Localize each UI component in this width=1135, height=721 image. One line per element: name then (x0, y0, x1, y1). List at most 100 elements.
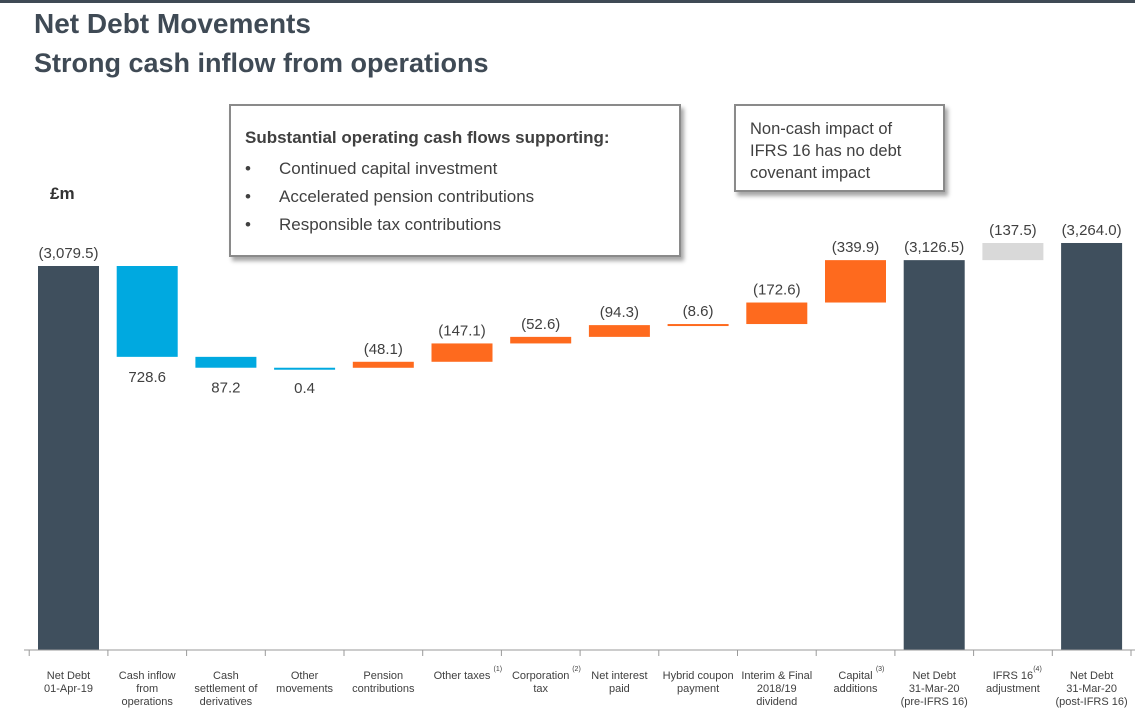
waterfall-bar (667, 324, 729, 327)
category-label-line: settlement of (194, 683, 258, 695)
waterfall-bar (116, 266, 178, 357)
top-rule (0, 0, 1135, 3)
ifrs16-callout-line: Non-cash impact of (750, 120, 893, 138)
category-label-line: Cash (213, 670, 239, 682)
category-label-line: Other (291, 670, 319, 682)
category-label-line: Interim & Final (741, 670, 812, 682)
waterfall-bar (431, 343, 493, 362)
value-label: 0.4 (294, 380, 315, 397)
footnote-marker: (3) (876, 666, 885, 673)
ifrs16-callout-line: IFRS 16 has no debt (750, 142, 902, 160)
waterfall-bar (274, 367, 336, 370)
callout-list: • Continued capital investment • Accelerat… (245, 155, 665, 239)
page-title: Net Debt Movements (34, 8, 311, 39)
category-label-line: operations (122, 696, 174, 708)
category-label: Net Debt 31-Mar-20 (post-IFRS 16) (1056, 670, 1128, 708)
waterfall-bar (38, 266, 99, 650)
callout-item: • Continued capital investment (245, 155, 665, 183)
category-label-line: Corporation (512, 670, 569, 682)
waterfall-bar (903, 260, 965, 650)
category-label-line: dividend (756, 696, 797, 708)
callout-title: Substantial operating cash flows support… (245, 128, 610, 147)
category-label: Cash inflow from operations (119, 670, 176, 708)
category-label: Pension contributions (352, 670, 415, 695)
category-label: Corporation tax (512, 670, 569, 695)
category-label: Net Debt 31-Mar-20 (pre-IFRS 16) (901, 670, 968, 708)
category-label-line: adjustment (986, 683, 1040, 695)
bullet-glyph: • (245, 159, 251, 178)
category-label-line: Cash inflow (119, 670, 176, 682)
category-label-line: 31-Mar-20 (909, 683, 960, 695)
category-label-line: Pension (363, 670, 403, 682)
bullet-glyph: • (245, 187, 251, 206)
unit-label: £m (50, 184, 75, 203)
ifrs16-callout: Non-cash impact of IFRS 16 has no debt c… (734, 104, 945, 192)
waterfall-bar (825, 260, 886, 303)
value-label: (172.6) (753, 282, 801, 299)
footnote-marker: (2) (572, 666, 581, 673)
category-label-line: (pre-IFRS 16) (901, 696, 968, 708)
footnote-marker: (4) (1033, 666, 1042, 673)
callout-item: • Responsible tax contributions (245, 211, 665, 239)
category-label: Cash settlement of derivatives (194, 670, 258, 708)
value-label: (48.1) (364, 341, 403, 358)
waterfall-bar (510, 336, 572, 344)
value-label: (339.9) (832, 239, 880, 256)
category-label-line: (post-IFRS 16) (1056, 696, 1128, 708)
category-label-line: movements (276, 683, 333, 695)
category-label: Net Debt 01-Apr-19 (44, 670, 93, 695)
value-label: (3,126.5) (904, 239, 964, 256)
category-label: Other taxes (434, 670, 491, 682)
operating-cashflow-callout: Substantial operating cash flows support… (229, 104, 681, 257)
value-label: (8.6) (683, 303, 714, 320)
category-label-line: additions (833, 683, 878, 695)
category-label-line: Hybrid coupon (663, 670, 734, 682)
category-label-line: 01-Apr-19 (44, 683, 93, 695)
bars-layer (38, 242, 1123, 651)
page-subtitle: Strong cash inflow from operations (34, 48, 489, 78)
bullet-glyph: • (245, 215, 251, 234)
category-label-line: Net Debt (47, 670, 90, 682)
callout-item: • Accelerated pension contributions (245, 183, 665, 211)
category-label: IFRS 16 adjustment (986, 670, 1040, 695)
category-label-line: derivatives (200, 696, 253, 708)
category-label-line: IFRS 16 (993, 670, 1033, 682)
category-label-line: Net interest (591, 670, 647, 682)
value-label: (3,079.5) (38, 245, 98, 262)
callout-item-text: Responsible tax contributions (279, 215, 502, 234)
callout-item-text: Accelerated pension contributions (279, 187, 535, 206)
value-label: (147.1) (438, 322, 486, 339)
category-label: Net interest paid (591, 670, 647, 695)
category-label-line: Other taxes (434, 670, 491, 682)
value-label: (3,264.0) (1062, 222, 1122, 239)
value-label: (94.3) (600, 304, 639, 321)
callout-item-text: Continued capital investment (279, 159, 498, 178)
value-label: 728.6 (128, 369, 166, 386)
category-label-line: 2018/19 (757, 683, 797, 695)
waterfall-bar (1061, 242, 1123, 651)
category-label-line: payment (677, 683, 719, 695)
waterfall-bar (195, 356, 257, 368)
waterfall-bar (352, 361, 414, 368)
category-label-line: Net Debt (1070, 670, 1113, 682)
value-label: (52.6) (521, 316, 560, 333)
waterfall-bar (746, 302, 808, 325)
category-label-line: 31-Mar-20 (1066, 683, 1117, 695)
value-labels: (3,079.5) 728.6 87.2 0.4 (48.1) (147.1) (52.6)… (38, 222, 1121, 397)
waterfall-bar (588, 325, 650, 337)
category-label: Hybrid coupon payment (663, 670, 734, 695)
category-label-line: contributions (352, 683, 415, 695)
category-label-line: Capital (838, 670, 872, 682)
category-label-line: paid (609, 683, 630, 695)
category-label-line: tax (533, 683, 548, 695)
value-label: 87.2 (211, 380, 240, 397)
ifrs16-callout-line: covenant impact (750, 164, 871, 182)
category-label: Capital additions (833, 670, 878, 695)
category-label: Other movements (276, 670, 333, 695)
waterfall-bar (982, 242, 1044, 261)
footnote-marker: (1) (494, 666, 503, 673)
category-label-line: from (136, 683, 158, 695)
value-label: (137.5) (989, 222, 1037, 239)
